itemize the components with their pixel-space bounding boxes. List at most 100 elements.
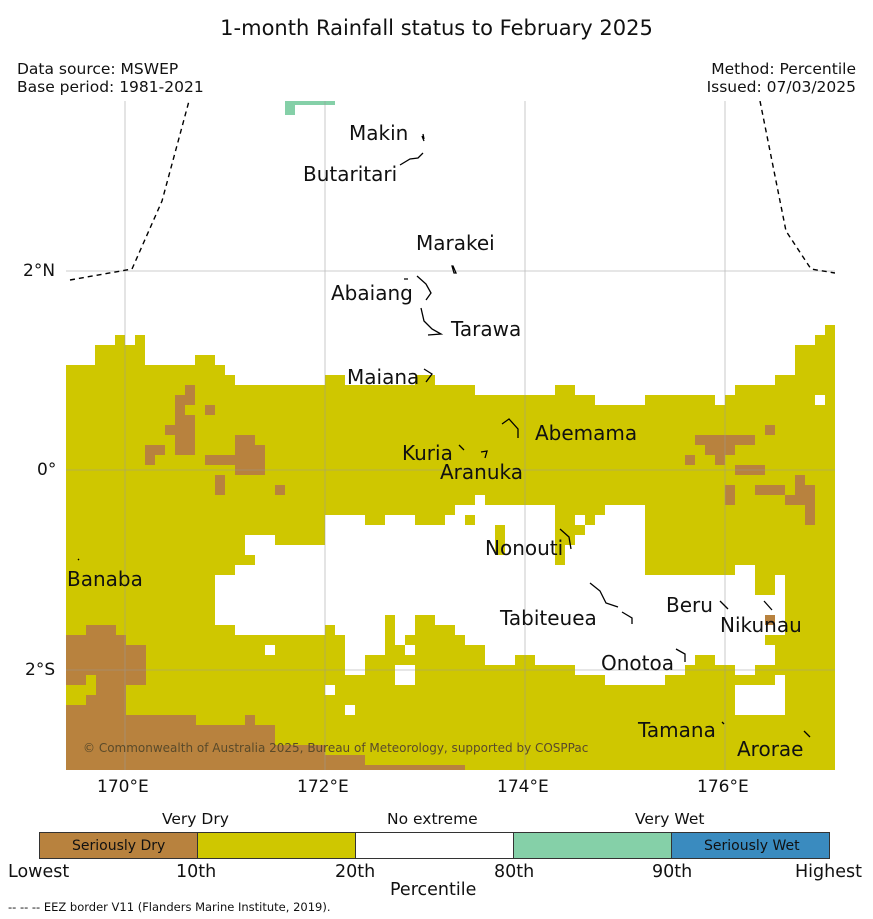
dry-patch-east-9: [795, 485, 815, 495]
island-label-abaiang: Abaiang: [331, 281, 413, 305]
method-text: Method: Percentile: [711, 60, 856, 78]
very-wet-patch-2: [285, 105, 295, 115]
dry-patch-west-10: [235, 445, 265, 455]
legend-very-dry: Very Dry: [162, 810, 229, 828]
eez-border-east: [759, 101, 835, 274]
island-outlines: [77, 133, 811, 738]
eez-border-note: -- -- -- EEZ border V11 (Flanders Marine…: [8, 900, 331, 914]
dry-patch-west-3: [175, 405, 185, 415]
island-label-marakei: Marakei: [416, 231, 495, 255]
percentile-axis-label: Percentile: [390, 880, 477, 900]
dry-patch-west-4: [205, 405, 215, 415]
lon-tick-172e: 172°E: [297, 777, 349, 797]
island-label-tarawa: Tarawa: [451, 317, 522, 341]
island-nonouti-outline: [559, 528, 572, 550]
island-label-butaritari: Butaritari: [303, 162, 398, 186]
no-extreme-block-1: [235, 575, 355, 635]
dry-patch-east-12: [805, 505, 815, 515]
island-maiana-outline: [423, 368, 433, 383]
percentile-highest: Highest: [795, 862, 862, 882]
colorbar-seriously-dry: [39, 832, 198, 859]
island-kuria-outline: [458, 444, 488, 459]
no-extreme-region: [215, 505, 555, 675]
dry-patch-east-14: [765, 615, 775, 625]
very-dry-cutouts: [66, 675, 275, 725]
island-arorae-outline: [803, 730, 811, 738]
percentile-lowest: Lowest: [8, 862, 70, 882]
island-label-aranuka: Aranuka: [440, 460, 523, 484]
percentile-20th: 20th: [335, 862, 376, 882]
dry-patch-west-14: [215, 475, 225, 495]
island-abaiang-outline: [404, 275, 432, 301]
method-block: Method: Percentile Issued: 07/03/2025: [707, 60, 856, 96]
lat-tick-2n: 2°N: [23, 261, 56, 281]
no-extreme-block-6: [485, 555, 535, 575]
no-extreme-pixel-7: [815, 395, 825, 405]
island-label-nonouti: Nonouti: [485, 536, 564, 560]
island-label-arorae: Arorae: [737, 737, 804, 761]
no-extreme-pixel-9: [775, 675, 785, 685]
colorbar-very-wet: [514, 832, 672, 859]
legend-no-extreme: No extreme: [387, 810, 478, 828]
yellow-cutout-5: [196, 715, 236, 725]
colorbar-no-extreme: [356, 832, 514, 859]
no-extreme-pixel-5: [505, 505, 515, 525]
island-label-makin: Makin: [349, 121, 409, 145]
eez-border-west: [69, 101, 190, 281]
dry-patch-west-8: [235, 435, 255, 445]
island-label-banaba: Banaba: [67, 567, 143, 591]
percentile-80th: 80th: [494, 862, 535, 882]
dry-patch-east-4: [715, 455, 725, 465]
no-extreme-pixel-4: [395, 665, 415, 685]
no-extreme-pixel-10: [415, 525, 435, 555]
dry-patch-west-5: [175, 415, 195, 425]
island-tarawa-outline: [420, 307, 444, 336]
eez-border: [69, 101, 835, 281]
yellow-cutout-3: [126, 685, 146, 715]
issued-text: Issued: 07/03/2025: [706, 78, 856, 96]
yellow-cutout-1: [86, 675, 96, 695]
island-label-beru: Beru: [666, 593, 713, 617]
no-extreme-pixel-6: [715, 395, 725, 405]
percentile-10th: 10th: [176, 862, 217, 882]
island-beru-outline: [719, 600, 729, 610]
dry-patch-sw-3: [116, 635, 126, 770]
percentile-90th: 90th: [652, 862, 693, 882]
island-label-maiana: Maiana: [347, 365, 420, 389]
data-source-block: Data source: MSWEP Base period: 1981-202…: [17, 60, 204, 96]
lat-tick-2s: 2°S: [25, 660, 56, 680]
colorbar-seriously-wet: [672, 832, 830, 859]
legend-very-wet: Very Wet: [635, 810, 705, 828]
island-tamana-outline: [721, 721, 725, 725]
dry-patch-west-11: [145, 455, 155, 465]
island-label-abemama: Abemama: [535, 421, 638, 445]
dry-patch-west-1: [185, 385, 195, 395]
dry-patch-west-12: [205, 455, 265, 465]
dry-patch-east-7: [795, 475, 805, 485]
dry-patch-west-2: [175, 395, 195, 405]
dry-patch-west-7: [175, 435, 195, 455]
dry-patch-sw-12: [175, 715, 185, 725]
island-nikunau-outline: [763, 600, 773, 611]
island-label-kuria: Kuria: [402, 441, 453, 465]
dry-patch-sw-9: [265, 745, 325, 770]
no-extreme-block-5: [505, 525, 535, 555]
lon-tick-170e: 170°E: [97, 777, 149, 797]
island-makin-outline: [421, 133, 425, 142]
data-source-text: Data source: MSWEP: [17, 60, 179, 78]
island-label-tamana: Tamana: [638, 718, 716, 742]
island-butaritari-outline: [399, 152, 424, 166]
dry-patch-sw-11: [365, 765, 465, 770]
island-label-nikunau: Nikunau: [720, 613, 802, 637]
dry-patch-west-9: [145, 445, 165, 455]
island-marakei-outline: [451, 265, 457, 274]
colorbar-label-seriously-wet: Seriously Wet: [704, 838, 800, 854]
colorbar-very-dry: [198, 832, 356, 859]
lon-tick-174e: 174°E: [497, 777, 549, 797]
base-period-text: Base period: 1981-2021: [17, 78, 204, 96]
no-extreme-pixel-8: [755, 685, 765, 705]
yellow-cutout-6: [255, 715, 275, 725]
colorbar-label-seriously-dry: Seriously Dry: [72, 838, 166, 854]
dry-patch-east-3: [685, 455, 695, 465]
no-extreme-pixel-1: [265, 645, 275, 655]
